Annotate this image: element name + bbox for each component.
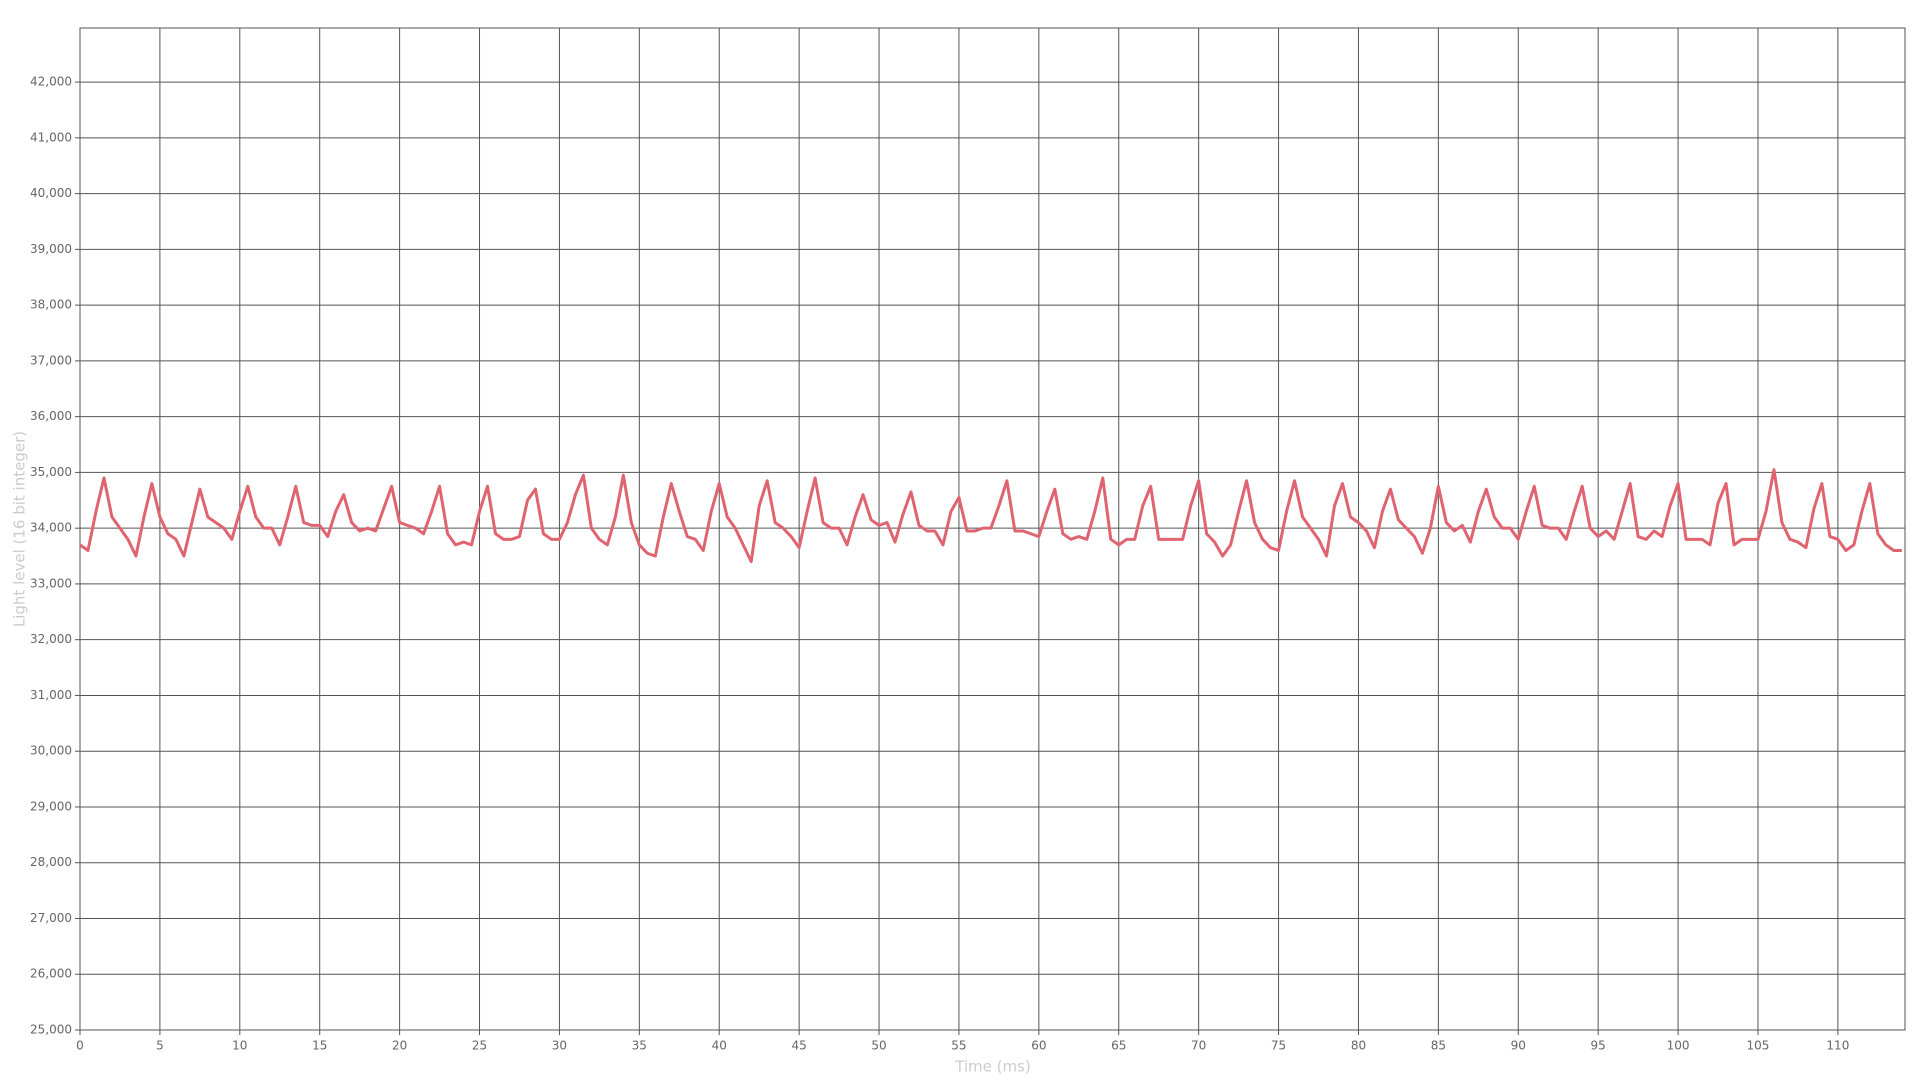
x-tick-label: 75 bbox=[1271, 1039, 1286, 1053]
x-tick-label: 25 bbox=[472, 1039, 487, 1053]
x-tick-label: 40 bbox=[712, 1039, 727, 1053]
x-tick-label: 60 bbox=[1031, 1039, 1046, 1053]
y-tick-label: 39,000 bbox=[30, 242, 72, 256]
x-tick-label: 35 bbox=[632, 1039, 647, 1053]
x-tick-label: 65 bbox=[1111, 1039, 1126, 1053]
x-tick-label: 5 bbox=[156, 1039, 164, 1053]
y-tick-label: 38,000 bbox=[30, 298, 72, 312]
x-tick-label: 105 bbox=[1747, 1039, 1770, 1053]
y-tick-label: 31,000 bbox=[30, 688, 72, 702]
x-tick-label: 55 bbox=[951, 1039, 966, 1053]
y-tick-label: 36,000 bbox=[30, 409, 72, 423]
y-tick-label: 35,000 bbox=[30, 465, 72, 479]
x-tick-label: 80 bbox=[1351, 1039, 1366, 1053]
x-tick-label: 85 bbox=[1431, 1039, 1446, 1053]
x-tick-label: 20 bbox=[392, 1039, 407, 1053]
x-tick-label: 30 bbox=[552, 1039, 567, 1053]
y-tick-label: 32,000 bbox=[30, 632, 72, 646]
y-tick-label: 26,000 bbox=[30, 967, 72, 981]
x-tick-label: 10 bbox=[232, 1039, 247, 1053]
y-tick-label: 40,000 bbox=[30, 186, 72, 200]
x-tick-label: 100 bbox=[1667, 1039, 1690, 1053]
x-tick-label: 0 bbox=[76, 1039, 84, 1053]
x-tick-label: 45 bbox=[791, 1039, 806, 1053]
x-tick-label: 15 bbox=[312, 1039, 327, 1053]
x-tick-label: 95 bbox=[1591, 1039, 1606, 1053]
y-axis-label: Light level (16 bit integer) bbox=[11, 431, 29, 627]
x-axis-label: Time (ms) bbox=[954, 1058, 1031, 1076]
y-tick-label: 30,000 bbox=[30, 744, 72, 758]
y-tick-label: 34,000 bbox=[30, 521, 72, 535]
y-tick-label: 25,000 bbox=[30, 1023, 72, 1037]
x-tick-label: 90 bbox=[1511, 1039, 1526, 1053]
y-tick-label: 41,000 bbox=[30, 130, 72, 144]
y-tick-label: 29,000 bbox=[30, 799, 72, 813]
y-tick-label: 28,000 bbox=[30, 855, 72, 869]
x-tick-label: 70 bbox=[1191, 1039, 1206, 1053]
y-tick-label: 33,000 bbox=[30, 576, 72, 590]
y-tick-label: 27,000 bbox=[30, 911, 72, 925]
x-tick-label: 50 bbox=[871, 1039, 886, 1053]
y-tick-label: 37,000 bbox=[30, 353, 72, 367]
y-tick-label: 42,000 bbox=[30, 75, 72, 89]
data-line bbox=[79, 468, 1902, 564]
x-tick-label: 110 bbox=[1826, 1039, 1849, 1053]
